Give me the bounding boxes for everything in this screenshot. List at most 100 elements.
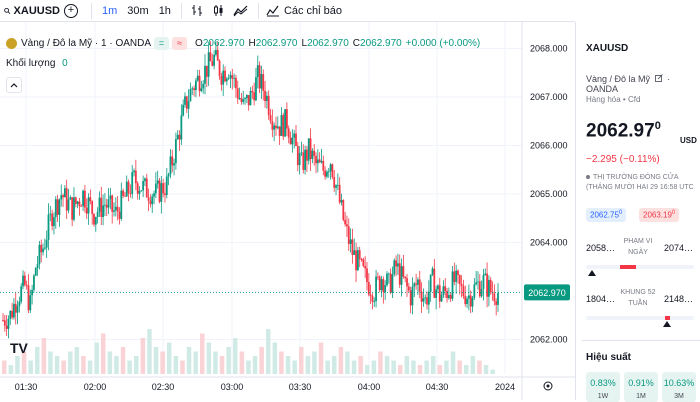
candle-body <box>187 101 190 109</box>
chip-approx[interactable]: ≈ <box>172 37 188 50</box>
panel-symbol-name[interactable]: Vàng / Đô la Mỹ · OANDA <box>586 74 671 94</box>
volume-legend: Khối lượng 0 <box>6 58 68 69</box>
day-range-bar <box>586 265 694 269</box>
candle-body <box>406 278 408 287</box>
series-title[interactable]: Vàng / Đô la Mỹ · 1 · OANDA <box>21 38 152 49</box>
gold-icon <box>6 38 17 49</box>
candle-body <box>189 89 192 102</box>
chip-equal[interactable]: = <box>154 37 170 50</box>
volume-bar <box>74 347 80 374</box>
candle-body <box>256 65 259 78</box>
candle-body <box>397 263 399 267</box>
series-legend: Vàng / Đô la Mỹ · 1 · OANDA = ≈ O 2062.97… <box>6 37 480 50</box>
volume-bar <box>28 360 33 374</box>
settings-gear-icon[interactable] <box>543 381 553 391</box>
candle-body <box>200 88 203 91</box>
volume-bar <box>450 351 456 374</box>
candle-body <box>9 311 12 319</box>
candle-body <box>426 297 428 305</box>
volume-bar <box>21 351 27 374</box>
candle-body <box>93 213 95 225</box>
candle-body <box>211 61 214 66</box>
volume-bar <box>305 356 311 374</box>
volume-bar <box>107 351 113 374</box>
indicators-button[interactable]: Các chỉ báo <box>264 4 342 17</box>
candle-body <box>78 201 81 207</box>
volume-bar <box>325 360 330 374</box>
candle-body <box>420 291 423 302</box>
week-range-fill <box>665 316 670 320</box>
timeframe-1h[interactable]: 1h <box>158 4 171 17</box>
price-chart[interactable]: 2068.000 2067.000 2066.000 2065.000 2064.000… <box>0 22 575 400</box>
candle-body <box>295 133 297 146</box>
volume-bar <box>206 342 212 374</box>
candle-body <box>156 180 159 184</box>
x-tick-label: 03:30 <box>289 382 312 392</box>
external-link-icon <box>654 74 663 82</box>
candle-body <box>478 281 481 297</box>
candle-body <box>67 199 70 211</box>
candle-body <box>442 286 445 295</box>
candle-body <box>171 156 174 166</box>
performance-title: Hiệu suất <box>586 352 632 363</box>
perf-3m[interactable]: 10.63% 3M <box>662 372 696 402</box>
volume-bar <box>292 360 297 374</box>
candle-body <box>473 284 476 298</box>
volume-bar <box>101 333 106 374</box>
candle-body <box>311 150 314 159</box>
ohlc-high: 2062.970 <box>255 38 298 49</box>
candle-body <box>76 201 79 204</box>
candle-body <box>446 291 448 299</box>
volume-bar <box>279 351 284 374</box>
symbol-search[interactable]: XAUUSD <box>0 5 60 17</box>
candle-body <box>56 199 59 215</box>
candle-body <box>318 159 321 163</box>
candle-body <box>174 139 177 164</box>
divider <box>91 2 92 19</box>
volume-bar <box>490 369 495 374</box>
y-tick-label: 2066.000 <box>530 141 568 151</box>
candle-body <box>116 206 119 212</box>
candle-body <box>488 279 490 297</box>
timeframe-1m[interactable]: 1m <box>102 4 118 17</box>
candle-body <box>335 185 337 188</box>
settings-gear-icon <box>546 384 550 388</box>
candle-body <box>247 95 250 106</box>
volume-bar <box>233 338 238 374</box>
perf-1w[interactable]: 0.83% 1W <box>586 372 620 402</box>
compare-symbol-button[interactable]: + <box>64 3 78 18</box>
panel-name: Vàng / Đô la Mỹ <box>586 74 651 84</box>
candle-body <box>215 49 217 55</box>
candle-body <box>98 197 101 212</box>
candle-style-button[interactable] <box>208 4 229 17</box>
collapse-legend-button[interactable] <box>6 77 22 93</box>
candle-body <box>364 266 367 269</box>
candle-body <box>467 295 470 299</box>
perf-1m[interactable]: 0.91% 1M <box>624 372 658 402</box>
candle-body <box>14 303 17 313</box>
candle-body <box>258 65 261 89</box>
candle-body <box>287 128 290 138</box>
candle-body <box>313 150 316 156</box>
candle-body <box>471 297 474 307</box>
x-tick-label: 02:00 <box>84 382 107 392</box>
week-range-caption: KHUNG 52 TUẦN <box>620 289 656 307</box>
candle-body <box>296 145 299 166</box>
volume-bar <box>120 347 126 374</box>
candle-body <box>2 320 4 321</box>
timeframe-30m[interactable]: 30m <box>127 4 149 17</box>
candle-body <box>182 104 185 116</box>
volume-bar <box>398 365 403 374</box>
candle-body <box>124 195 126 197</box>
volume-bar <box>477 360 482 374</box>
candle-body <box>167 174 170 177</box>
bar-style-button[interactable] <box>187 4 208 17</box>
candle-body <box>464 296 467 305</box>
line-style-button[interactable] <box>229 4 253 17</box>
candle-body <box>25 284 28 286</box>
candle-body <box>11 311 13 318</box>
candle-body <box>169 156 172 175</box>
volume-bar <box>312 351 317 374</box>
candle-body <box>42 248 44 253</box>
candle-body <box>378 276 381 291</box>
